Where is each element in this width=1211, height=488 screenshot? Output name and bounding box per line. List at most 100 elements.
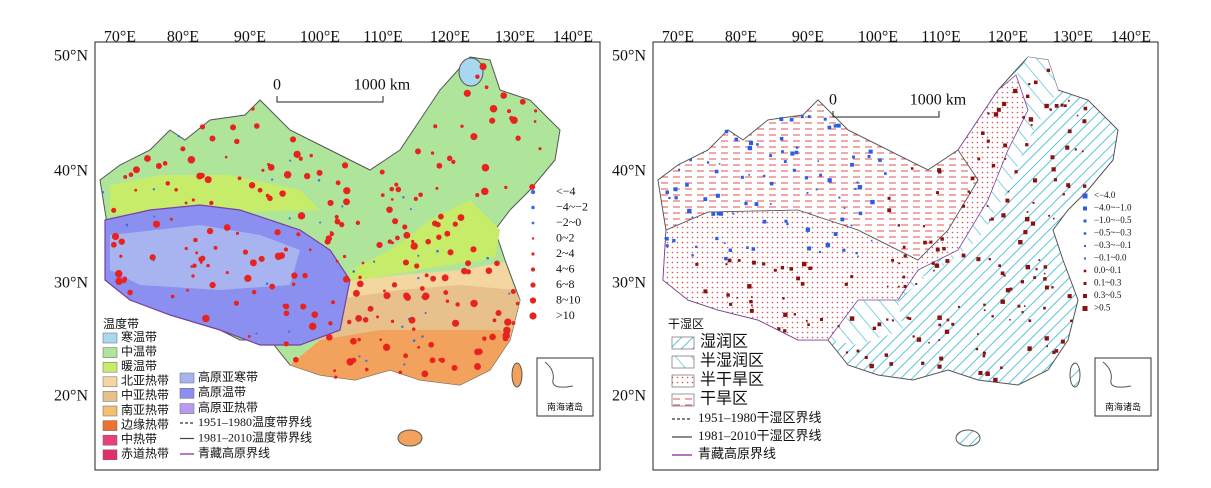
station-dot: [288, 217, 291, 220]
station-dot: [390, 319, 395, 324]
station-dot: [125, 223, 129, 227]
station-dot: [234, 138, 240, 145]
station-dot: [403, 353, 409, 359]
station-square: [886, 318, 889, 321]
station-dot: [392, 218, 399, 225]
station-square: [983, 303, 986, 307]
station-dot: [481, 187, 489, 196]
station-dot: [123, 174, 128, 179]
station-square: [957, 305, 960, 308]
station-square: [1032, 201, 1035, 204]
station-square: [970, 176, 975, 181]
station-dot: [389, 186, 395, 192]
station-square: [1083, 106, 1088, 111]
station-dot: [529, 183, 536, 190]
station-dot: [504, 318, 512, 326]
station-square: [744, 201, 748, 206]
station-square: [1003, 274, 1006, 277]
station-square: [990, 217, 994, 221]
zone-legend-label: 边缘热带: [121, 417, 169, 431]
station-dot: [361, 261, 365, 265]
station-dot: [412, 339, 416, 343]
station-square: [818, 250, 821, 254]
station-square: [982, 354, 986, 358]
station-dot: [283, 247, 289, 252]
station-dot: [502, 335, 509, 342]
station-square: [703, 197, 708, 202]
station-dot: [335, 180, 341, 186]
station-dot: [341, 205, 344, 208]
station-square: [982, 351, 986, 355]
station-square: [940, 237, 944, 241]
station-square: [685, 183, 689, 187]
station-square: [1044, 103, 1049, 109]
legend-swatch: [179, 372, 195, 384]
station-dot: [224, 155, 228, 159]
legend-swatch: [179, 388, 195, 399]
station-dot: [267, 195, 273, 202]
station-square: [1068, 99, 1070, 102]
station-dot: [127, 289, 133, 296]
station-square: [937, 168, 942, 173]
station-dot: [395, 186, 402, 193]
station-square: [747, 145, 753, 151]
station-square: [902, 275, 906, 279]
zone-legend-label: 湿润区: [700, 333, 748, 351]
value-legend-label: −4.0~−1.0: [1094, 203, 1132, 213]
station-square: [794, 150, 799, 155]
scale-bar: [832, 111, 940, 118]
station-square: [1013, 88, 1018, 94]
station-dot: [441, 274, 449, 282]
value-legend-label: 4~6: [556, 261, 575, 275]
hainan: [955, 429, 981, 447]
legend-square: [1084, 257, 1086, 260]
station-square: [1000, 299, 1005, 304]
station-square: [1032, 178, 1038, 183]
station-dot: [402, 196, 405, 199]
station-dot: [342, 254, 347, 259]
station-dot: [358, 275, 362, 280]
value-legend-label: >0.5: [1094, 303, 1111, 313]
station-dot: [119, 254, 123, 258]
station-square: [807, 246, 812, 251]
station-dot: [255, 332, 258, 335]
value-legend-label: 0.1~0.3: [1094, 278, 1122, 288]
station-square: [1046, 345, 1048, 348]
station-dot: [335, 259, 339, 263]
station-dot: [410, 242, 418, 250]
station-dot: [180, 146, 186, 152]
zone-legend-label: 暖温带: [121, 359, 157, 373]
station-dot: [174, 188, 178, 192]
station-dot: [451, 159, 456, 164]
station-dot: [111, 207, 117, 213]
station-square: [819, 317, 824, 322]
station-square: [714, 169, 719, 174]
station-dot: [435, 186, 439, 190]
legend-dot: [529, 312, 537, 320]
station-dot: [111, 232, 120, 241]
station-dot: [460, 124, 464, 128]
station-square: [1046, 68, 1051, 72]
station-dot: [383, 292, 391, 300]
station-square: [823, 117, 827, 121]
station-dot: [115, 277, 123, 285]
station-square: [991, 315, 994, 318]
value-legend-label: 6~8: [556, 277, 575, 291]
station-dot: [192, 263, 197, 268]
station-dot: [191, 274, 195, 278]
station-square: [789, 267, 794, 271]
station-square: [903, 284, 907, 288]
station-square: [751, 296, 753, 298]
station-dot: [122, 278, 127, 284]
station-dot: [326, 334, 333, 341]
station-square: [729, 302, 733, 306]
station-square: [736, 296, 739, 299]
station-square: [751, 304, 753, 307]
station-square: [751, 247, 756, 251]
station-dot: [386, 206, 393, 214]
station-square: [1076, 114, 1079, 117]
station-dot: [261, 168, 265, 172]
zone-semi-humid: [828, 300, 903, 345]
legend-swatch: [671, 355, 695, 369]
station-square: [856, 181, 859, 184]
